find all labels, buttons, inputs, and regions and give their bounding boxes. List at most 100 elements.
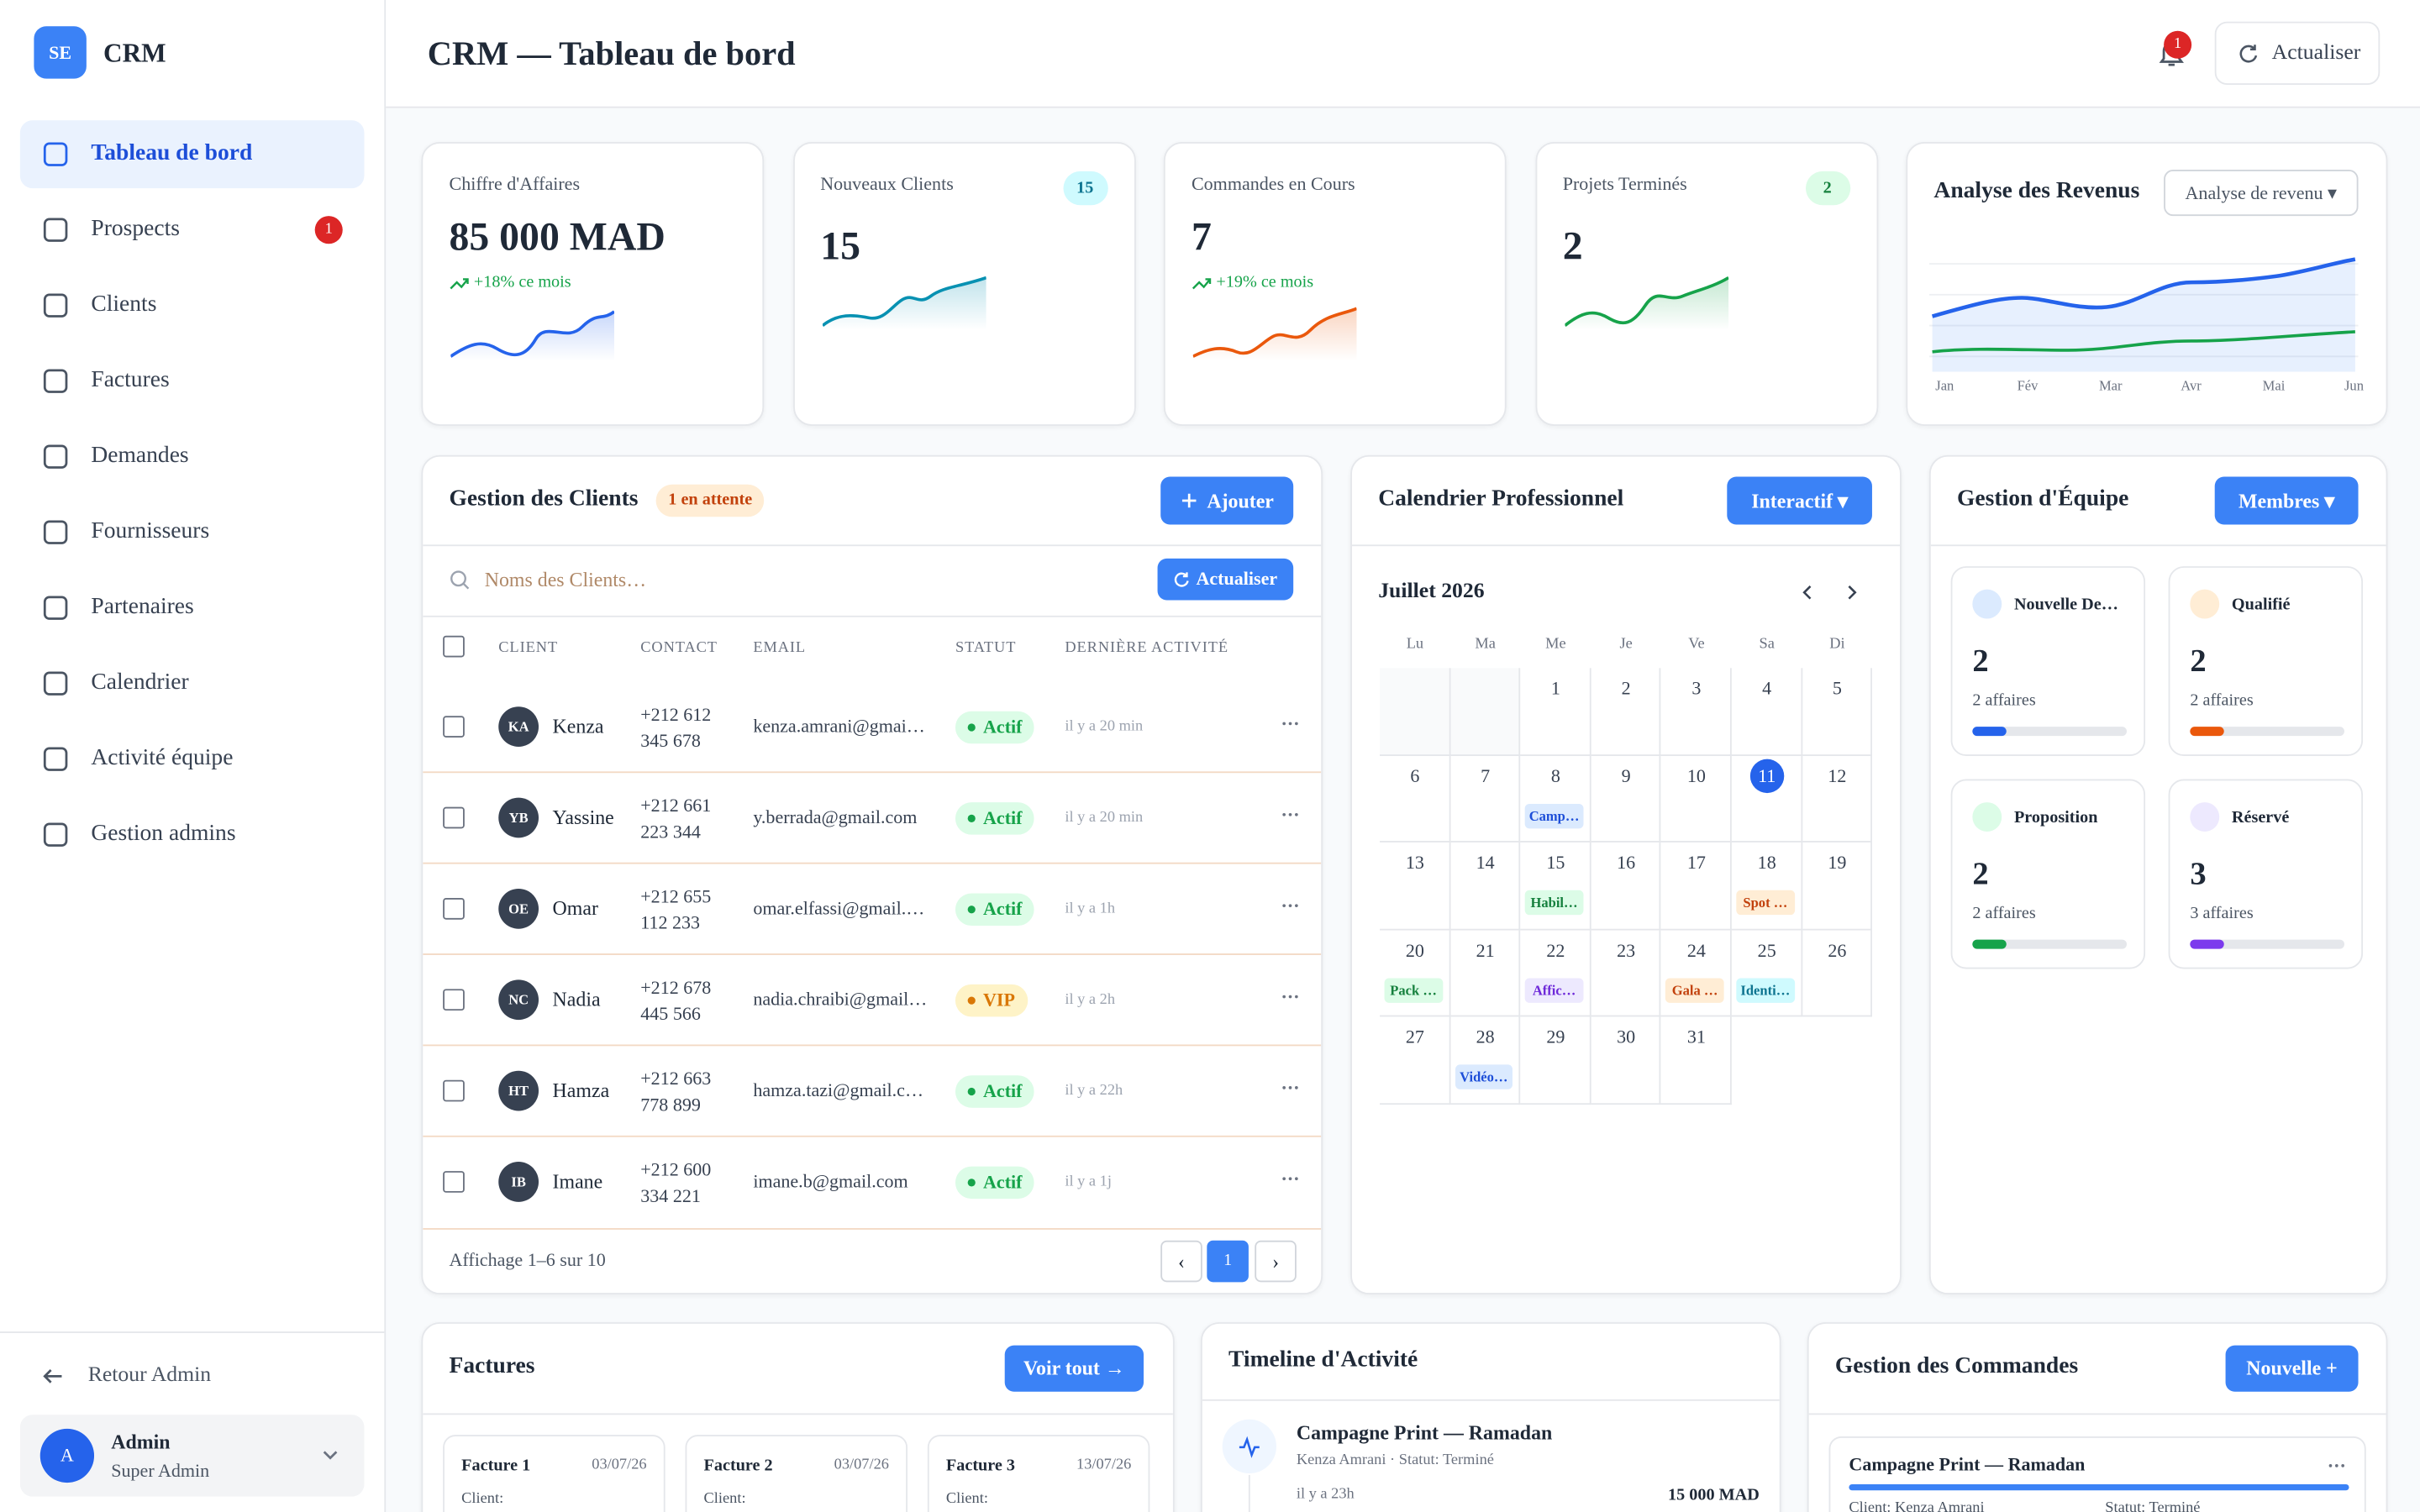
mode-button[interactable]: Interactif ▾: [1727, 476, 1872, 525]
nav-item[interactable]: Demandes: [91, 444, 189, 469]
status-dot: [967, 723, 976, 732]
checkbox[interactable]: [443, 989, 465, 1011]
nav-item[interactable]: Factures: [91, 368, 170, 393]
day-cell[interactable]: [1731, 929, 1802, 1017]
order-card[interactable]: Campagne Print — Ramadan Client: Kenza Am…: [1828, 1436, 2366, 1512]
day-cell[interactable]: [1731, 842, 1802, 930]
event-chip[interactable]: Spot …: [1736, 890, 1795, 916]
day-cell[interactable]: [1591, 668, 1662, 756]
nav-item[interactable]: Activité équipe: [91, 746, 234, 771]
event-chip[interactable]: Habil…: [1525, 890, 1584, 916]
phone: 778 899: [640, 1094, 701, 1116]
day-cell[interactable]: [1802, 755, 1873, 843]
day-cell[interactable]: [1591, 755, 1662, 843]
nav-item[interactable]: Gestion admins: [91, 822, 236, 847]
event-chip[interactable]: Gala …: [1665, 977, 1724, 1002]
day-number: 28: [1476, 1026, 1495, 1048]
refresh-button[interactable]: Actualiser: [1157, 558, 1294, 601]
day-cell[interactable]: [1661, 929, 1732, 1017]
next-page[interactable]: ›: [1255, 1240, 1297, 1283]
empty-cell: [1380, 668, 1450, 756]
event-chip[interactable]: Camp…: [1525, 803, 1584, 828]
day-cell[interactable]: [1591, 1016, 1662, 1105]
members-button[interactable]: Membres ▾: [2214, 476, 2359, 525]
day-cell[interactable]: [1380, 842, 1450, 930]
day-cell[interactable]: [1520, 929, 1591, 1017]
checkbox[interactable]: [443, 897, 465, 920]
client-name: Kenza: [552, 714, 604, 738]
day-cell[interactable]: [1661, 1016, 1732, 1105]
day-cell[interactable]: [1731, 755, 1802, 843]
day-number: 3: [1691, 677, 1702, 700]
stage-name: Proposition: [2013, 808, 2098, 827]
invoice-title: Facture 2: [703, 1456, 773, 1475]
day-cell[interactable]: [1802, 668, 1873, 756]
checkbox[interactable]: [443, 716, 465, 738]
stage-card[interactable]: Proposition 2 2 affaires: [1950, 779, 2146, 969]
stage-name: Réservé: [2231, 808, 2290, 827]
checkbox[interactable]: [443, 1171, 465, 1193]
event-chip[interactable]: Affic…: [1525, 977, 1584, 1002]
day-cell[interactable]: [1661, 842, 1732, 930]
day-cell[interactable]: [1591, 929, 1662, 1017]
day-cell[interactable]: [1520, 842, 1591, 930]
team-title: Gestion d'Équipe: [1956, 486, 2129, 512]
new-order-button[interactable]: Nouvelle +: [2225, 1345, 2359, 1392]
kpi-label: Projets Terminés: [1562, 172, 1687, 195]
nav-item[interactable]: Partenaires: [91, 595, 194, 620]
day-cell[interactable]: [1380, 929, 1450, 1017]
event-chip[interactable]: Vidéo…: [1455, 1064, 1513, 1089]
status-pill: Actif: [955, 1075, 1035, 1108]
invoice-card[interactable]: Facture 1 03/07/26 Client:: [443, 1435, 666, 1512]
checkbox[interactable]: [443, 635, 465, 658]
day-cell[interactable]: [1449, 842, 1521, 930]
notif-badge[interactable]: 1: [2164, 30, 2192, 59]
view-all-button[interactable]: Voir tout →: [1004, 1345, 1144, 1392]
kpi-value: 7: [1191, 214, 1212, 260]
row-menu: [1282, 995, 1298, 999]
column-header: STATUT: [955, 639, 1017, 657]
stage-card[interactable]: Réservé 3 3 affaires: [2168, 779, 2364, 969]
back-link[interactable]: Retour Admin: [87, 1363, 212, 1388]
checkbox[interactable]: [443, 1079, 465, 1102]
kpi-value: 2: [1562, 223, 1583, 269]
day-cell[interactable]: [1520, 668, 1591, 756]
day-cell[interactable]: [1520, 755, 1591, 843]
status-dot: [967, 996, 976, 1005]
nav-item[interactable]: Tableau de bord: [91, 141, 253, 166]
day-cell[interactable]: [1380, 755, 1450, 843]
revenue-select[interactable]: Analyse de revenu ▾: [2164, 170, 2359, 217]
day-cell[interactable]: [1802, 929, 1873, 1017]
day-cell[interactable]: [1731, 668, 1802, 756]
day-cell[interactable]: [1802, 842, 1873, 930]
day-cell[interactable]: [1449, 1016, 1521, 1105]
stage-card[interactable]: Nouvelle De… 2 2 affaires: [1950, 566, 2146, 757]
day-cell[interactable]: [1449, 755, 1521, 843]
day-cell[interactable]: [1661, 755, 1732, 843]
day-cell[interactable]: [1449, 929, 1521, 1017]
search-input[interactable]: Noms des Clients…: [484, 567, 647, 591]
event-chip[interactable]: Pack …: [1384, 977, 1443, 1002]
nav-item[interactable]: Calendrier: [91, 670, 189, 696]
nav-item[interactable]: Clients: [91, 292, 157, 318]
day-cell[interactable]: [1380, 1016, 1450, 1105]
event-chip[interactable]: Identi…: [1736, 977, 1795, 1002]
refresh-label: Actualiser: [1196, 567, 1278, 590]
nav-item[interactable]: Fournisseurs: [91, 519, 210, 544]
add-button[interactable]: Ajouter: [1160, 476, 1294, 525]
day-cell[interactable]: [1591, 842, 1662, 930]
stage-card[interactable]: Qualifié 2 2 affaires: [2168, 566, 2364, 757]
page-button[interactable]: 1: [1207, 1240, 1249, 1283]
checkbox[interactable]: [443, 806, 465, 829]
day-cell[interactable]: [1661, 668, 1732, 756]
nav-item[interactable]: Prospects: [91, 217, 180, 242]
stage-deals: 2 affaires: [1972, 690, 2036, 710]
user-card[interactable]: A Admin Super Admin: [19, 1415, 365, 1497]
day-number: 19: [1828, 851, 1847, 874]
phone: +212 663: [640, 1068, 712, 1089]
prev-page[interactable]: ‹: [1160, 1240, 1202, 1283]
invoice-card[interactable]: Facture 2 03/07/26 Client:: [685, 1435, 908, 1512]
invoice-card[interactable]: Facture 3 13/07/26 Client:: [927, 1435, 1150, 1512]
refresh-button[interactable]: Actualiser: [2214, 21, 2381, 86]
day-cell[interactable]: [1520, 1016, 1591, 1105]
